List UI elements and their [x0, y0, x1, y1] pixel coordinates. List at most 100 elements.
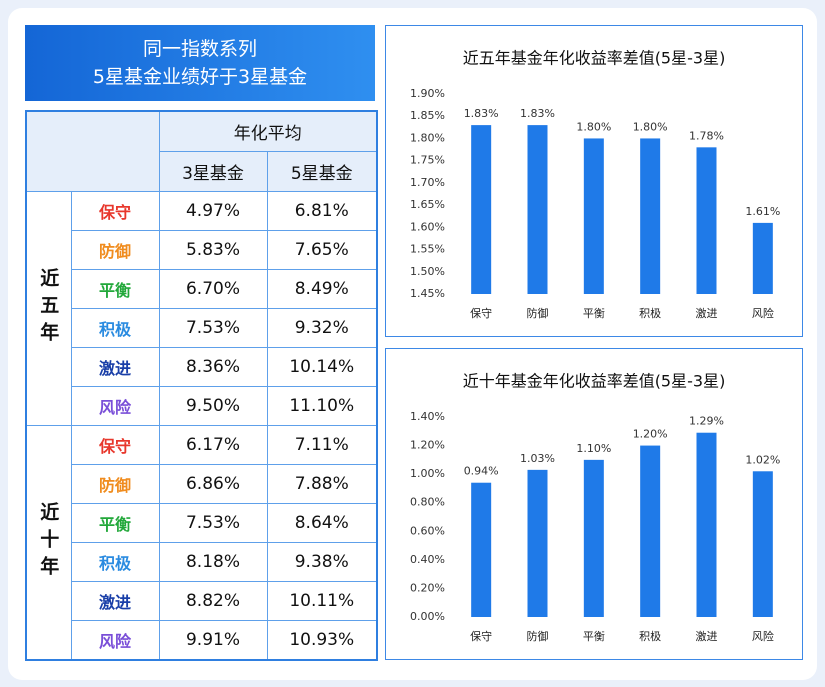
value-cell: 6.86%	[158, 464, 268, 504]
value-label: 1.80%	[633, 120, 668, 133]
table-row: 平衡 6.70% 8.49%	[26, 269, 378, 309]
bar	[640, 445, 661, 617]
title-line: 同一指数系列	[142, 38, 257, 60]
value-cell: 8.82%	[158, 581, 268, 621]
x-tick-label: 平衡	[583, 307, 605, 320]
chart-panel: 近五年基金年化收益率差值(5星-3星) 1.45% 1.50% 1.55% 1.60% 1…	[385, 25, 803, 337]
table-row: 防御 6.86% 7.88%	[26, 464, 378, 504]
y-tick-label: 0.60%	[410, 524, 445, 537]
y-tick-label: 1.40%	[410, 410, 445, 423]
row-label: 激进	[70, 347, 160, 387]
x-tick-label: 风险	[752, 629, 774, 643]
value-cell: 4.97%	[158, 191, 268, 231]
value-cell: 8.18%	[158, 542, 268, 582]
bar	[696, 147, 717, 294]
value-label: 1.61%	[745, 205, 780, 218]
value-cell: 9.38%	[266, 542, 378, 582]
table-row: 激进 8.82% 10.11%	[26, 581, 378, 621]
x-tick-label: 风险	[752, 306, 774, 320]
value-cell: 7.88%	[266, 464, 378, 504]
value-cell: 7.11%	[266, 425, 378, 465]
value-cell: 7.53%	[158, 308, 268, 348]
data-table: 年化平均 3星基金 5星基金 近五年 保守 4.97% 6.81% 防御 5.83% 7.6…	[25, 110, 378, 661]
table-row: 近五年 保守 4.97% 6.81%	[25, 191, 378, 426]
row-label: 积极	[70, 542, 160, 582]
value-label: 1.83%	[464, 107, 499, 120]
value-cell: 7.65%	[266, 230, 378, 270]
bar	[471, 482, 492, 617]
value-label: 1.78%	[689, 129, 724, 142]
row-label: 风险	[70, 620, 160, 661]
bar	[471, 125, 492, 294]
row-label: 保守	[70, 425, 160, 465]
row-label: 防御	[70, 230, 160, 270]
value-cell: 8.64%	[266, 503, 378, 543]
y-tick-label: 1.45%	[410, 287, 445, 300]
bar	[640, 138, 661, 294]
y-tick-label: 1.00%	[410, 467, 445, 480]
value-cell: 9.50%	[158, 386, 268, 426]
x-tick-label: 激进	[696, 306, 718, 320]
x-tick-label: 积极	[639, 629, 661, 643]
value-label: 1.83%	[520, 107, 555, 120]
value-cell: 10.11%	[266, 581, 378, 621]
table-row: 平衡 7.53% 8.64%	[26, 503, 378, 543]
bar	[583, 459, 604, 617]
value-cell: 10.93%	[266, 620, 378, 661]
value-cell: 6.17%	[158, 425, 268, 465]
value-label: 1.20%	[633, 428, 668, 441]
y-tick-label: 1.85%	[410, 109, 445, 122]
y-tick-label: 1.65%	[410, 198, 445, 211]
value-cell: 5.83%	[158, 230, 268, 270]
bar	[752, 222, 773, 294]
value-label: 1.02%	[745, 453, 780, 466]
table-row: 积极 7.53% 9.32%	[26, 308, 378, 348]
y-tick-label: 1.20%	[410, 439, 445, 452]
header-cell: 3星基金	[158, 151, 268, 192]
chart: 近十年基金年化收益率差值(5星-3星) 0.00% 0.20% 0.40% 0.60% 0…	[410, 372, 780, 644]
y-tick-label: 0.40%	[410, 553, 445, 566]
row-label: 激进	[70, 581, 160, 621]
y-tick-label: 0.20%	[410, 581, 445, 594]
x-tick-label: 防御	[527, 629, 549, 643]
table-row: 防御 5.83% 7.65%	[26, 230, 378, 270]
value-label: 1.10%	[576, 442, 611, 455]
value-cell: 6.70%	[158, 269, 268, 309]
row-label: 积极	[70, 308, 160, 348]
row-label: 保守	[70, 191, 160, 231]
value-cell: 9.91%	[158, 620, 268, 661]
value-cell: 6.81%	[266, 191, 378, 231]
value-cell: 8.36%	[158, 347, 268, 387]
group-label: 近十年	[25, 425, 72, 661]
value-cell: 11.10%	[266, 386, 378, 426]
corner-cell	[25, 110, 160, 192]
table-row: 近十年 保守 6.17% 7.11%	[25, 425, 378, 661]
row-label: 风险	[70, 386, 160, 426]
x-tick-label: 激进	[696, 629, 718, 643]
header-cell: 年化平均	[158, 110, 378, 152]
title-banner: 同一指数系列 5星基金业绩好于3星基金	[25, 25, 375, 101]
table-row: 积极 8.18% 9.38%	[26, 542, 378, 582]
value-cell: 9.32%	[266, 308, 378, 348]
y-tick-label: 1.60%	[410, 220, 445, 233]
bar	[752, 471, 773, 617]
bar	[527, 469, 548, 617]
y-tick-label: 0.00%	[410, 610, 445, 623]
x-tick-label: 保守	[470, 306, 492, 320]
x-tick-label: 防御	[527, 306, 549, 320]
table-row: 风险 9.91% 10.93%	[26, 620, 378, 661]
y-tick-label: 1.70%	[410, 176, 445, 189]
x-tick-label: 积极	[639, 306, 661, 320]
table-row: 风险 9.50% 11.10%	[26, 386, 378, 426]
y-tick-label: 1.55%	[410, 243, 445, 256]
y-tick-label: 1.50%	[410, 265, 445, 278]
chart: 近五年基金年化收益率差值(5星-3星) 1.45% 1.50% 1.55% 1.60% 1…	[410, 49, 780, 321]
bar	[583, 138, 604, 294]
chart-title: 近十年基金年化收益率差值(5星-3星)	[463, 372, 726, 391]
x-tick-label: 平衡	[583, 630, 605, 643]
value-label: 0.94%	[464, 465, 499, 478]
bar	[696, 432, 717, 617]
title-line: 5星基金业绩好于3星基金	[92, 66, 308, 88]
value-label: 1.03%	[520, 452, 555, 465]
